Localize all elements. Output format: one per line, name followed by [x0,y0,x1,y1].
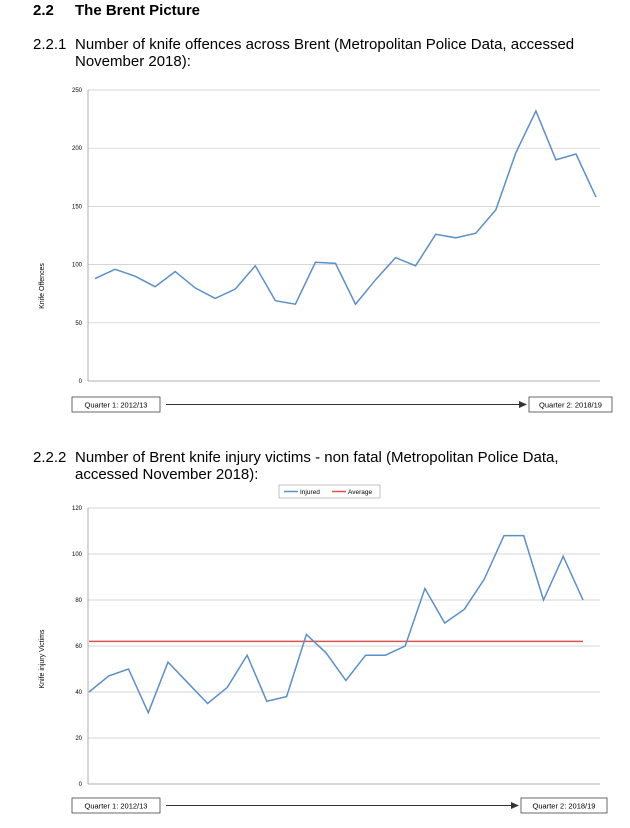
series-line-knife-offences [94,109,597,306]
y-tick-label: 100 [72,263,83,269]
series-line-injured [88,534,584,715]
y-tick-label: 40 [75,690,82,696]
x-range-arrowhead [511,802,519,809]
y-tick-label: 250 [72,88,83,94]
subsection-number: 2.2.1 [33,36,67,53]
section-number: 2.2 [33,2,54,19]
y-tick-label: 120 [72,506,83,512]
knife-offences-chart: Knife Offences 0 50 100 150 200 250 Quarter 1… [39,88,613,413]
subsection-number: 2.2.2 [33,449,67,466]
x-start-label-box [71,797,161,814]
x-end-label: Quarter 2: 2018/19 [539,401,602,410]
legend-injured-label: Injured [300,489,320,496]
y-tick-label: 20 [75,736,82,742]
y-tick-label: 150 [72,204,83,210]
x-end-label: Quarter 2: 2018/19 [533,802,596,811]
section-heading: 2.2 The Brent Picture [33,2,200,19]
knife-injury-victims-chart: Injured Average Knife injury Victims Kni… [39,484,608,814]
y-tick-label: 50 [75,321,82,327]
subsection-title: Number of knife offences across Brent (M… [75,36,575,70]
y-tick-label: 100 [72,552,83,558]
y-tick-label: 0 [79,379,83,385]
x-end-label-box [528,396,613,413]
x-start-label: Quarter 1: 2012/13 [85,401,148,410]
y-axis-title: Knife Offences [39,263,46,309]
section-title: The Brent Picture [75,2,201,19]
y-tick-label: 0 [79,782,83,788]
x-end-label-box [520,797,608,814]
legend-average-label: Average [348,489,372,496]
legend: Injured Average [278,484,381,499]
y-axis-label: Knife Offences [39,263,46,309]
y-tick-label: 60 [75,644,82,650]
x-start-label: Quarter 1: 2012/13 [85,802,148,811]
x-range-arrowhead [519,401,527,408]
legend-box [278,484,381,499]
y-axis-label-rotated: Knife injury Victims [39,629,46,689]
subsection-title: Number of Brent knife injury victims - n… [75,449,559,483]
y-tick-label: 200 [72,146,83,152]
x-start-label-box [71,396,161,413]
y-tick-label: 80 [75,598,82,604]
